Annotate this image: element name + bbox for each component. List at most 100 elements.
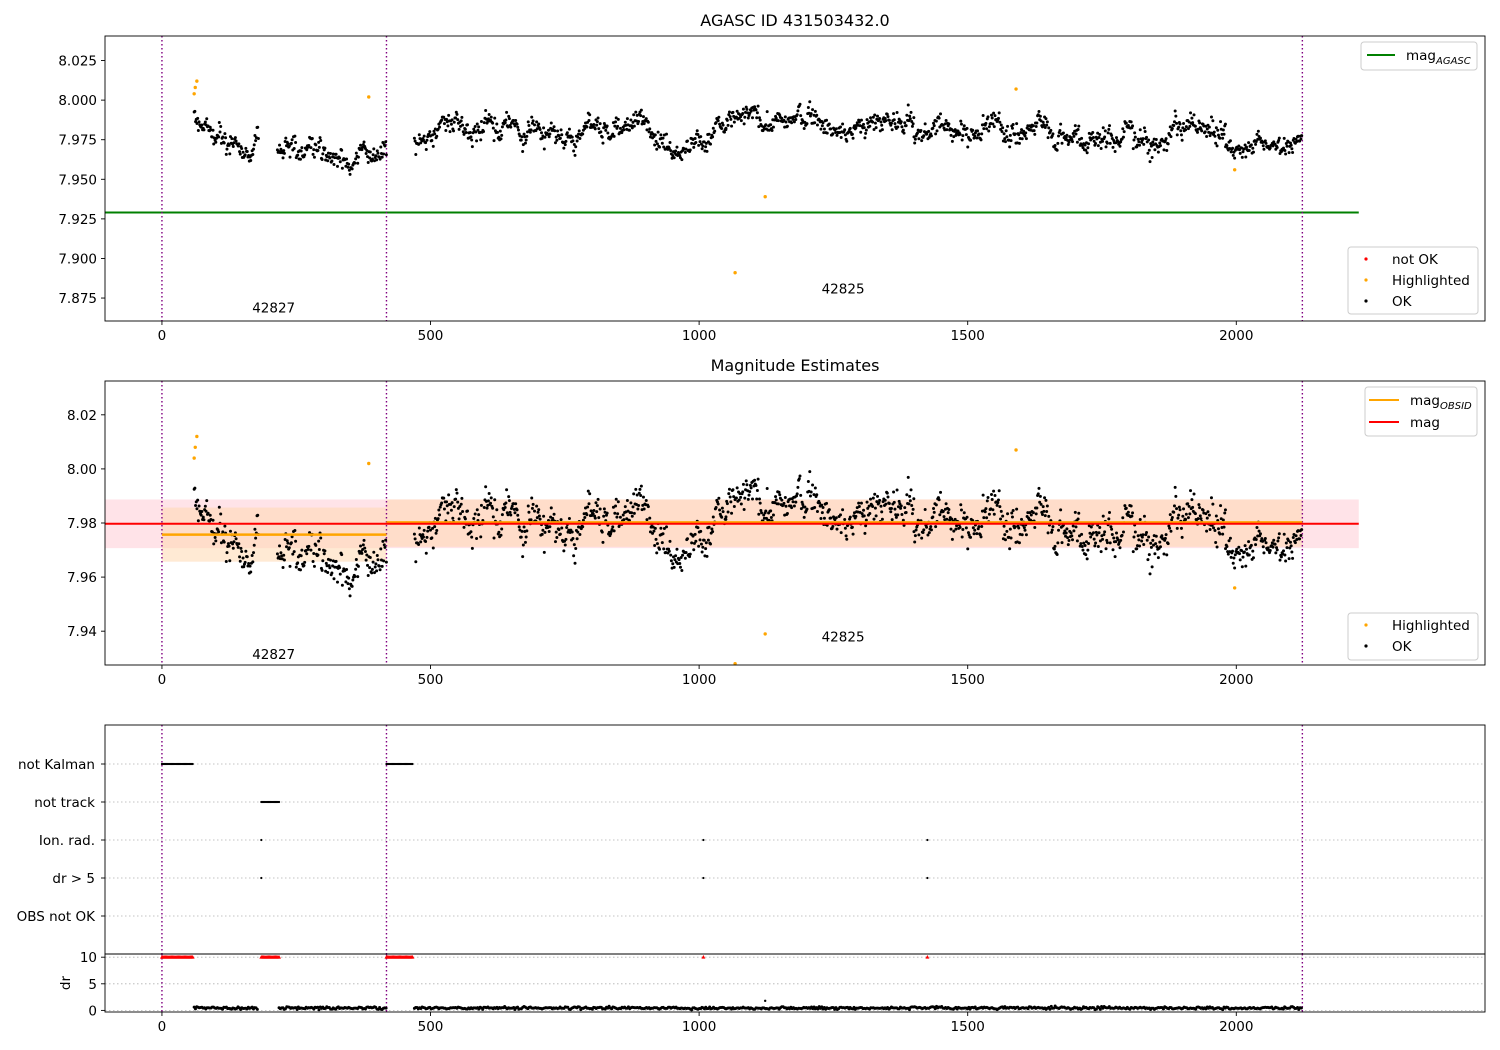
ok-point [874,514,878,518]
legend-label: Highlighted [1392,618,1470,634]
ok-point [753,478,757,482]
ok-point [987,129,991,133]
ok-point [1254,543,1258,547]
ok-point [1235,547,1239,551]
ok-point [808,114,812,118]
ok-point [913,137,917,141]
ok-point [1110,527,1114,531]
ok-point [1282,146,1286,150]
ok-point [911,122,915,126]
ok-point [922,528,926,532]
ok-point [959,503,963,507]
ok-point [1181,126,1185,130]
ok-point [614,116,618,120]
ok-point [913,141,917,145]
ok-point [461,130,465,134]
ok-point [622,128,626,132]
ok-point [1066,142,1070,146]
ok-point [1296,529,1300,533]
ok-point [1231,561,1235,565]
ok-point [895,488,899,492]
ok-point [1045,123,1049,127]
ok-point [224,136,228,140]
ok-point [1266,546,1270,550]
ok-point [971,526,975,530]
x-tick-label: 500 [418,328,444,344]
ok-point [697,143,701,147]
ok-point [1056,541,1060,545]
ok-point [1275,146,1279,150]
ok-point [705,554,709,558]
ok-point [648,516,652,520]
ok-point [757,125,761,129]
ok-point [917,533,921,537]
ok-point [1005,135,1009,139]
ok-point [639,493,643,497]
ok-point [1035,121,1039,125]
ok-point [565,526,569,530]
ok-point [1231,146,1235,150]
ok-point [526,130,530,134]
ok-point [1164,137,1168,141]
ok-point [290,138,294,142]
ok-point [1008,547,1012,551]
ok-point [1060,541,1064,545]
ok-point [553,129,557,133]
ok-point [959,508,963,512]
ok-point [477,513,481,517]
ok-point [815,113,819,117]
ok-point [990,497,994,501]
ok-point [1291,150,1295,154]
ok-point [1223,511,1227,515]
ok-point [212,542,216,546]
y-tick-label: 7.975 [58,133,97,149]
ok-point [892,112,896,116]
ok-point [1172,510,1176,514]
ok-point [1186,502,1190,506]
y-tick-label: 5 [88,977,97,993]
ok-point [720,506,724,510]
ok-point [196,128,200,132]
ok-point [457,127,461,131]
legend-marker [1364,644,1368,648]
ok-point [346,582,350,586]
ok-point [377,564,381,568]
ok-point [1138,517,1142,521]
ok-point [376,558,380,562]
legend-label: OK [1392,639,1413,655]
ok-point [639,108,643,112]
ok-point [294,565,298,569]
ok-point [802,126,806,130]
ok-point [1047,514,1051,518]
ok-point [231,145,235,149]
highlighted-point [195,79,199,83]
ok-point [287,546,291,550]
ok-point [541,528,545,532]
ok-point [751,116,755,120]
ok-point [921,531,925,535]
ok-point [1111,145,1115,149]
ok-point [519,535,523,539]
ok-point [225,147,229,151]
ok-point [375,569,379,573]
ok-point [614,504,618,508]
ok-point [755,116,759,120]
ok-point [929,134,933,138]
ok-point [721,123,725,127]
ok-point [431,144,435,148]
ok-point [470,138,474,142]
ok-point [475,139,479,143]
ok-point [473,125,477,129]
ok-point [1179,129,1183,133]
dr-point [907,1008,911,1012]
ok-point [281,156,285,160]
ok-point [194,504,198,508]
ok-point [751,497,755,501]
ok-point [238,150,242,154]
ok-point [498,129,502,133]
ok-point [526,120,530,124]
y-tick-label: 7.96 [67,570,97,586]
ok-point [440,118,444,122]
ok-point [1190,498,1194,502]
